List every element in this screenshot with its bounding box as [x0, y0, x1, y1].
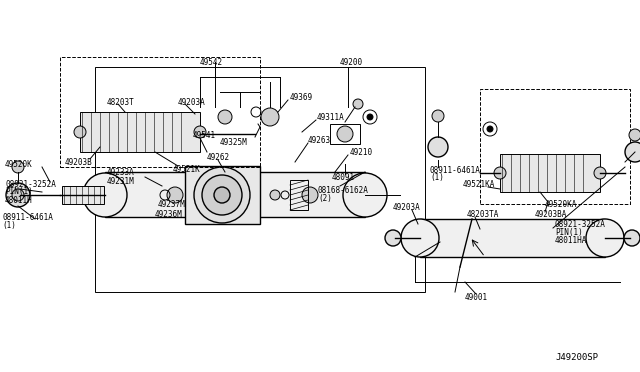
Text: 49520KA: 49520KA: [545, 199, 577, 208]
Bar: [105, 172, 365, 217]
Circle shape: [586, 219, 624, 257]
Text: 49521K: 49521K: [173, 164, 201, 173]
Circle shape: [624, 230, 640, 246]
Text: 49233A: 49233A: [107, 167, 135, 176]
Text: 49203A: 49203A: [393, 202, 420, 212]
Text: 08921-3252A: 08921-3252A: [555, 219, 606, 228]
Text: 48091: 48091: [332, 173, 355, 182]
Text: 49520K: 49520K: [5, 160, 33, 169]
Text: 49325M: 49325M: [220, 138, 248, 147]
Text: (1): (1): [2, 221, 16, 230]
Circle shape: [302, 187, 318, 203]
Circle shape: [12, 161, 24, 173]
Text: 08921-3252A: 08921-3252A: [5, 180, 56, 189]
Text: 49262: 49262: [207, 153, 230, 161]
Bar: [290, 180, 308, 210]
Text: 08168-6162A: 08168-6162A: [318, 186, 369, 195]
Text: 48011HA: 48011HA: [555, 235, 588, 244]
Circle shape: [337, 126, 353, 142]
Text: 49203BA: 49203BA: [535, 209, 568, 218]
Text: 49001: 49001: [465, 292, 488, 301]
Circle shape: [214, 187, 230, 203]
Text: (1): (1): [430, 173, 444, 182]
Text: 49311A: 49311A: [317, 112, 345, 122]
Bar: [62, 186, 104, 204]
Circle shape: [194, 167, 250, 223]
Text: 48203T: 48203T: [107, 97, 135, 106]
Circle shape: [401, 219, 439, 257]
Circle shape: [270, 190, 280, 200]
Circle shape: [625, 142, 640, 162]
Circle shape: [261, 108, 279, 126]
Circle shape: [74, 126, 86, 138]
Text: 49203B: 49203B: [65, 157, 93, 167]
Circle shape: [494, 167, 506, 179]
Text: (2): (2): [318, 193, 332, 202]
Text: 49521KA: 49521KA: [463, 180, 495, 189]
Circle shape: [432, 110, 444, 122]
Bar: [185, 166, 260, 224]
Text: 48203TA: 48203TA: [467, 209, 499, 218]
Text: 48011H: 48011H: [5, 196, 33, 205]
Circle shape: [367, 114, 373, 120]
Circle shape: [218, 110, 232, 124]
Text: PIN(1): PIN(1): [555, 228, 583, 237]
Text: 08911-6461A: 08911-6461A: [430, 166, 481, 174]
Circle shape: [385, 230, 401, 246]
Circle shape: [594, 167, 606, 179]
Bar: [480, 89, 630, 204]
Text: 49200: 49200: [340, 58, 363, 67]
Bar: [60, 57, 260, 167]
Text: 49369: 49369: [290, 93, 313, 102]
Text: J49200SP: J49200SP: [555, 353, 598, 362]
Text: 49542: 49542: [200, 58, 223, 67]
Text: 49210: 49210: [350, 148, 373, 157]
Circle shape: [629, 129, 640, 141]
Text: PIN(1): PIN(1): [5, 186, 33, 196]
Text: 49236M: 49236M: [155, 209, 183, 218]
Text: 49263: 49263: [308, 135, 331, 144]
Circle shape: [194, 126, 206, 138]
Text: 49203A: 49203A: [178, 97, 205, 106]
Text: 49237M: 49237M: [158, 199, 186, 208]
Circle shape: [12, 189, 24, 201]
Circle shape: [6, 183, 30, 207]
Bar: [330, 124, 360, 144]
Text: 49541: 49541: [193, 131, 216, 140]
Bar: [95, 67, 425, 292]
Bar: [420, 219, 605, 257]
Circle shape: [167, 187, 183, 203]
Bar: [500, 154, 600, 192]
Circle shape: [343, 173, 387, 217]
Text: 49231M: 49231M: [107, 176, 135, 186]
Text: 08911-6461A: 08911-6461A: [2, 212, 53, 221]
Circle shape: [353, 99, 363, 109]
Circle shape: [487, 126, 493, 132]
Bar: [80, 112, 200, 152]
Circle shape: [428, 137, 448, 157]
Circle shape: [202, 175, 242, 215]
Circle shape: [83, 173, 127, 217]
